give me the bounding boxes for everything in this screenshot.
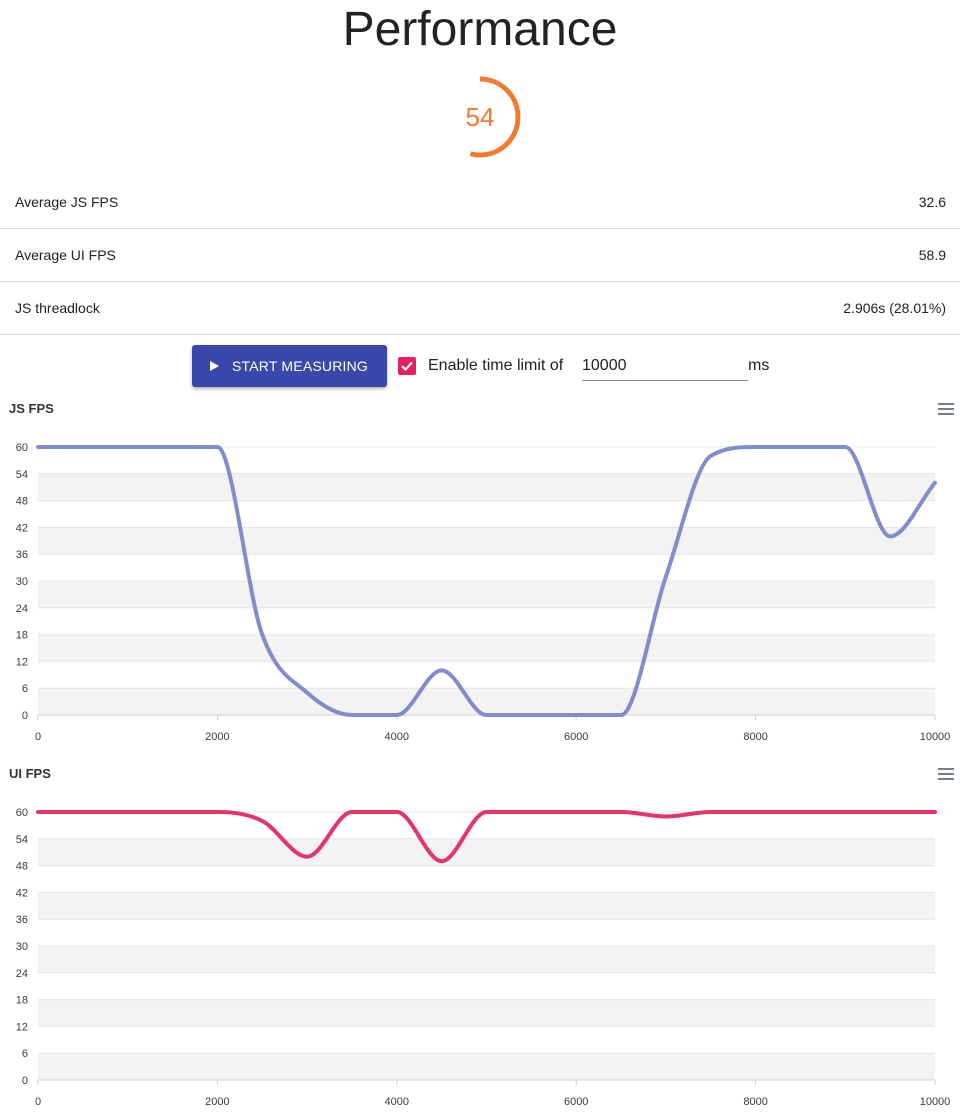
y-tick-label: 6 (22, 1048, 28, 1060)
chart-title: JS FPS (9, 401, 54, 416)
stat-label: JS threadlock (15, 300, 100, 316)
stat-value: 58.9 (918, 247, 946, 263)
y-tick-label: 42 (16, 887, 28, 899)
y-tick-label: 36 (16, 914, 28, 926)
stat-row-js-threadlock: JS threadlock 2.906s (28.01%) (0, 282, 960, 335)
hamburger-menu-icon[interactable] (938, 403, 954, 415)
y-tick-label: 60 (16, 442, 28, 454)
y-tick-label: 36 (16, 549, 28, 561)
score-gauge: 54 (430, 67, 530, 167)
stat-label: Average JS FPS (15, 194, 119, 210)
y-tick-label: 0 (22, 1075, 28, 1087)
time-limit-unit: ms (748, 357, 770, 374)
grid-band (38, 473, 935, 501)
grid-band (38, 688, 935, 715)
grid-band (38, 1053, 935, 1080)
x-tick-label: 0 (35, 731, 41, 743)
y-tick-label: 42 (16, 522, 28, 534)
y-tick-label: 48 (16, 861, 28, 873)
y-tick-label: 60 (16, 807, 28, 819)
y-tick-label: 30 (16, 576, 28, 588)
y-tick-label: 54 (16, 469, 28, 481)
y-tick-label: 48 (16, 496, 28, 508)
play-icon (210, 361, 219, 371)
grid-band (38, 865, 935, 893)
time-limit-label: Enable time limit of (428, 357, 564, 374)
ui-fps-chart: UI FPS 0 6 12 18 24 30 36 42 48 54 60 0 2000 4000 6000… (0, 757, 960, 1117)
x-tick-label: 2000 (205, 731, 229, 743)
stat-value: 32.6 (918, 194, 946, 210)
grid-band (38, 972, 935, 1000)
score-value: 54 (465, 102, 495, 132)
stat-row-average-js-fps: Average JS FPS 32.6 (0, 176, 960, 229)
y-tick-label: 12 (16, 1021, 28, 1033)
x-tick-label: 6000 (564, 731, 588, 743)
grid-band (38, 812, 935, 839)
grid-band (38, 634, 935, 662)
hamburger-menu-icon[interactable] (938, 768, 954, 780)
grid-band (38, 999, 935, 1027)
x-tick-label: 8000 (743, 1096, 767, 1108)
grid-band (38, 892, 935, 920)
y-tick-label: 12 (16, 656, 28, 668)
y-tick-label: 18 (16, 995, 28, 1007)
x-tick-label: 8000 (743, 731, 767, 743)
stat-value: 2.906s (28.01%) (843, 300, 946, 316)
x-tick-label: 6000 (564, 1096, 588, 1108)
x-tick-label: 4000 (385, 731, 409, 743)
grid-band (38, 838, 935, 866)
time-limit-checkbox[interactable] (398, 357, 416, 375)
grid-band (38, 554, 935, 581)
grid-band (38, 527, 935, 555)
x-tick-label: 0 (35, 1096, 41, 1108)
y-tick-label: 30 (16, 941, 28, 953)
grid-band (38, 447, 935, 474)
y-tick-label: 24 (16, 603, 28, 615)
grid-band (38, 500, 935, 528)
series-line (36, 810, 937, 864)
y-tick-label: 6 (22, 683, 28, 695)
grid-band (38, 1026, 935, 1054)
start-measuring-label: START MEASURING (232, 358, 369, 374)
checkmark-icon (401, 361, 413, 372)
grid-band (38, 661, 935, 689)
y-tick-label: 24 (16, 968, 28, 980)
grid-band (38, 581, 935, 608)
grid-band (38, 919, 935, 946)
x-tick-label: 2000 (205, 1096, 229, 1108)
x-tick-label: 4000 (385, 1096, 409, 1108)
stat-row-average-ui-fps: Average UI FPS 58.9 (0, 229, 960, 282)
y-tick-label: 18 (16, 630, 28, 642)
grid-band (38, 607, 935, 635)
y-tick-label: 54 (16, 834, 28, 846)
ui-fps-plot: 0 6 12 18 24 30 36 42 48 54 60 0 2000 4000 6000 8000 100… (16, 807, 951, 1108)
start-measuring-button[interactable]: START MEASURING (192, 345, 387, 387)
js-fps-chart: JS FPS 0 6 12 18 24 30 36 42 48 54 60 0 2000 4000 6000… (0, 392, 960, 752)
grid-band (38, 946, 935, 973)
score-gauge-arc (439, 76, 521, 158)
stat-label: Average UI FPS (15, 247, 116, 263)
measure-controls: START MEASURING Enable time limit of ms (0, 344, 960, 388)
x-tick-label: 10000 (920, 1096, 951, 1108)
page-title: Performance (342, 3, 618, 56)
time-limit-input[interactable] (582, 352, 748, 381)
js-fps-plot: 0 6 12 18 24 30 36 42 48 54 60 0 2000 4000 6000 8000 100… (16, 442, 951, 743)
stats-list: Average JS FPS 32.6 Average UI FPS 58.9 … (0, 176, 960, 335)
y-tick-label: 0 (22, 710, 28, 722)
x-tick-label: 10000 (920, 731, 951, 743)
chart-title: UI FPS (9, 766, 51, 781)
series-line (36, 445, 937, 717)
